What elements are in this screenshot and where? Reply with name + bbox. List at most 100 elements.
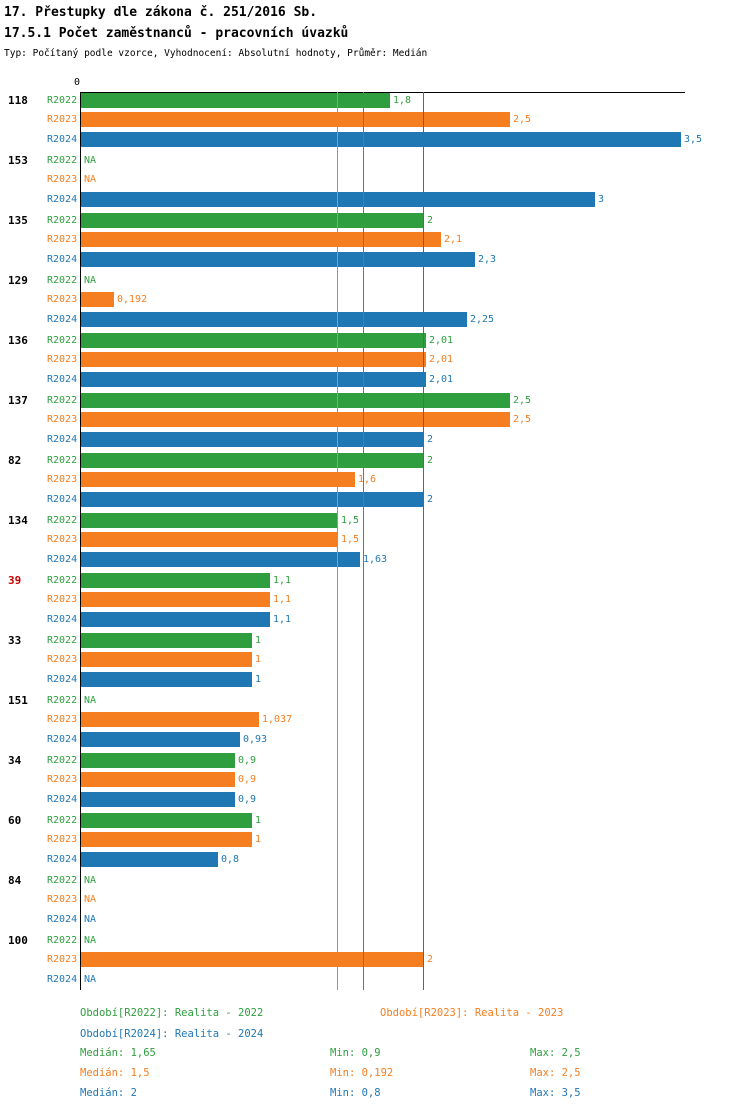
series-label: R2022 bbox=[47, 335, 78, 346]
stat-max-r2023: Max: 2,5 bbox=[530, 1067, 581, 1079]
bar-value-label: 2,01 bbox=[429, 335, 454, 346]
bar-value-label: 0,93 bbox=[243, 733, 268, 745]
bar-value-label: 2,5 bbox=[513, 414, 532, 426]
series-label: R2024 bbox=[47, 373, 78, 385]
series-label: R2023 bbox=[47, 654, 78, 666]
bar-value-label: 3 bbox=[598, 193, 605, 205]
series-label: R2024 bbox=[47, 133, 78, 145]
bar bbox=[81, 513, 338, 528]
series-label: R2022 bbox=[47, 695, 78, 706]
series-label: R2024 bbox=[47, 553, 78, 565]
series-label: R2023 bbox=[47, 114, 78, 126]
bar bbox=[81, 191, 595, 207]
stat-median-r2024: Medián: 2 bbox=[80, 1087, 137, 1099]
bar-value-label: 1 bbox=[255, 654, 262, 666]
row-label: 60 bbox=[8, 814, 22, 827]
series-label: R2023 bbox=[47, 354, 78, 366]
bar-na-label: NA bbox=[84, 894, 97, 906]
median-line-r2022 bbox=[363, 92, 364, 990]
bar-na-label: NA bbox=[84, 275, 97, 286]
bar-value-label: 2 bbox=[427, 954, 434, 966]
bar bbox=[81, 431, 424, 447]
bar bbox=[81, 292, 114, 308]
row-label: 82 bbox=[8, 454, 22, 467]
bar-value-label: 3,5 bbox=[684, 133, 703, 145]
bar bbox=[81, 731, 240, 747]
report-meta: Typ: Počítaný podle vzorce, Vyhodnocení:… bbox=[4, 48, 428, 59]
bar bbox=[81, 412, 510, 428]
row-label: 135 bbox=[8, 214, 28, 227]
bar-value-label: 1,5 bbox=[341, 534, 360, 546]
row-label: 129 bbox=[8, 274, 28, 287]
bar-value-label: 1,63 bbox=[363, 553, 388, 565]
bar bbox=[81, 753, 235, 768]
bar bbox=[81, 131, 681, 147]
series-label: R2022 bbox=[47, 935, 78, 946]
bar bbox=[81, 592, 270, 608]
bar bbox=[81, 112, 510, 128]
bar-value-label: 1,5 bbox=[341, 515, 360, 526]
series-label: R2023 bbox=[47, 714, 78, 726]
bar bbox=[81, 472, 355, 488]
series-label: R2023 bbox=[47, 834, 78, 846]
legend-item-r2024: Období[R2024]: Realita - 2024 bbox=[80, 1028, 264, 1040]
bar-value-label: 1 bbox=[255, 673, 262, 685]
series-label: R2023 bbox=[47, 234, 78, 246]
bar-value-label: 2 bbox=[427, 433, 434, 445]
bar bbox=[81, 333, 426, 348]
bar bbox=[81, 952, 424, 968]
bar bbox=[81, 791, 235, 807]
row-label: 151 bbox=[8, 694, 28, 707]
stat-min-r2024: Min: 0,8 bbox=[330, 1087, 381, 1099]
series-label: R2022 bbox=[47, 95, 78, 106]
row-label: 34 bbox=[8, 754, 22, 767]
series-label: R2023 bbox=[47, 534, 78, 546]
bar bbox=[81, 393, 510, 408]
bar bbox=[81, 671, 252, 687]
stat-max-r2024: Max: 3,5 bbox=[530, 1087, 581, 1099]
bar-value-label: 2 bbox=[427, 493, 434, 505]
series-label: R2022 bbox=[47, 455, 78, 466]
series-label: R2024 bbox=[47, 253, 78, 265]
bar bbox=[81, 213, 424, 228]
series-label: R2023 bbox=[47, 774, 78, 786]
series-label: R2022 bbox=[47, 815, 78, 826]
row-label: 84 bbox=[8, 874, 22, 887]
bar-value-label: 2,01 bbox=[429, 373, 454, 385]
series-label: R2024 bbox=[47, 193, 78, 205]
median-line-r2024 bbox=[423, 92, 424, 990]
bar-value-label: 1,037 bbox=[262, 714, 293, 726]
bar bbox=[81, 851, 218, 867]
row-label: 137 bbox=[8, 394, 28, 407]
stat-median-r2022: Medián: 1,65 bbox=[80, 1047, 156, 1059]
row-label: 118 bbox=[8, 94, 28, 107]
bar-na-label: NA bbox=[84, 695, 97, 706]
series-label: R2023 bbox=[47, 594, 78, 606]
bar-na-label: NA bbox=[84, 174, 97, 186]
series-label: R2024 bbox=[47, 913, 78, 925]
bar bbox=[81, 491, 424, 507]
bar bbox=[81, 93, 390, 108]
bar bbox=[81, 832, 252, 848]
series-label: R2024 bbox=[47, 853, 78, 865]
bar-value-label: 1 bbox=[255, 635, 262, 646]
series-label: R2024 bbox=[47, 793, 78, 805]
bar-value-label: 0,9 bbox=[238, 793, 257, 805]
bar-value-label: 2,25 bbox=[470, 313, 495, 325]
series-label: R2023 bbox=[47, 954, 78, 966]
bar-value-label: 0,8 bbox=[221, 853, 240, 865]
series-label: R2023 bbox=[47, 894, 78, 906]
bar bbox=[81, 633, 252, 648]
series-label: R2024 bbox=[47, 673, 78, 685]
series-label: R2024 bbox=[47, 493, 78, 505]
bar bbox=[81, 652, 252, 668]
bar bbox=[81, 232, 441, 248]
bar-value-label: 1,1 bbox=[273, 594, 292, 606]
bar bbox=[81, 611, 270, 627]
series-label: R2023 bbox=[47, 474, 78, 486]
series-label: R2024 bbox=[47, 733, 78, 745]
report-subtitle: 17.5.1 Počet zaměstnanců - pracovních úv… bbox=[4, 26, 349, 41]
bar bbox=[81, 371, 426, 387]
bar-na-label: NA bbox=[84, 973, 97, 985]
